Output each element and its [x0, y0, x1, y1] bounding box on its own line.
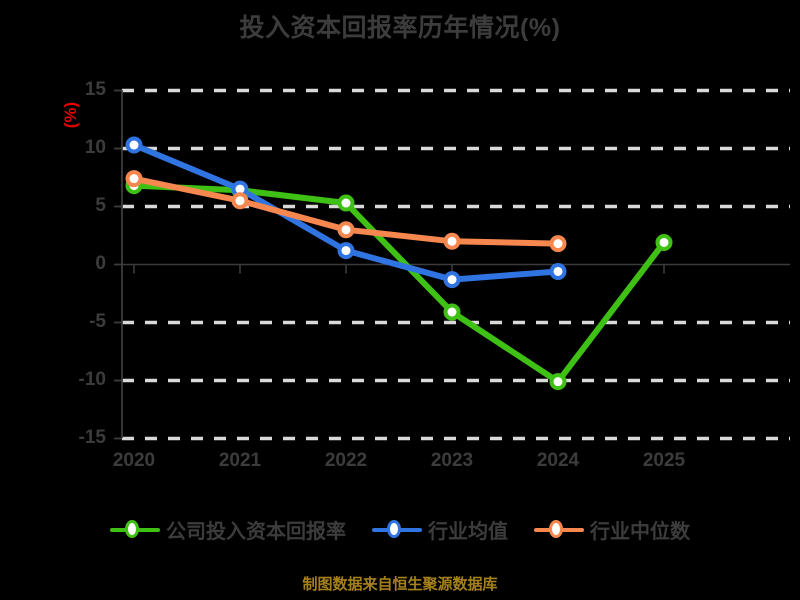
- data-point-marker: [125, 170, 143, 188]
- y-tick-label: 5: [95, 194, 106, 216]
- data-point-marker: [549, 373, 567, 391]
- y-tick-label: -10: [78, 368, 106, 390]
- data-point-marker: [549, 235, 567, 253]
- chart-footnote: 制图数据来自恒生聚源数据库: [302, 576, 498, 593]
- y-axis-label: (%): [61, 101, 80, 129]
- legend-dot: [549, 519, 563, 538]
- data-point-marker: [655, 233, 673, 251]
- legend-item[interactable]: 公司投入资本回报率: [110, 515, 346, 544]
- legend-marker-icon: [534, 517, 584, 543]
- x-tick-label: 2021: [218, 450, 262, 471]
- series-line: [131, 142, 561, 283]
- x-tick-label: 2024: [536, 450, 580, 471]
- data-point-marker: [337, 221, 355, 239]
- data-point-marker: [231, 192, 249, 210]
- legend-marker-icon: [110, 517, 160, 543]
- data-point-marker: [337, 242, 355, 260]
- legend-dot: [387, 519, 401, 538]
- y-tick-label: 0: [95, 252, 106, 274]
- data-point-marker: [443, 303, 461, 321]
- series-line: [131, 182, 667, 385]
- data-point-marker: [443, 232, 461, 250]
- chart-title: 投入资本回报率历年情况(%): [239, 14, 561, 42]
- legend-label: 行业均值: [428, 521, 508, 543]
- chart-legend: 公司投入资本回报率 行业均值 行业中位数: [0, 515, 800, 544]
- y-tick-label: -5: [89, 310, 106, 332]
- x-tick-label: 2023: [430, 450, 474, 471]
- data-point-marker: [443, 271, 461, 289]
- legend-label: 行业中位数: [590, 521, 690, 543]
- data-point-marker: [549, 262, 567, 280]
- y-tick-label: -15: [78, 426, 106, 448]
- legend-marker-icon: [372, 517, 422, 543]
- legend-dot: [125, 519, 139, 538]
- data-point-marker: [125, 136, 143, 154]
- x-tick-label: 2020: [112, 450, 156, 471]
- legend-item[interactable]: 行业中位数: [534, 515, 690, 544]
- legend-label: 公司投入资本回报率: [166, 521, 346, 543]
- data-point-marker: [337, 194, 355, 212]
- x-tick-label: 2022: [324, 450, 368, 471]
- legend-item[interactable]: 行业均值: [372, 515, 508, 544]
- x-tick-label: 2025: [642, 450, 686, 471]
- y-tick-label: 15: [84, 78, 106, 100]
- y-tick-label: 10: [84, 136, 106, 158]
